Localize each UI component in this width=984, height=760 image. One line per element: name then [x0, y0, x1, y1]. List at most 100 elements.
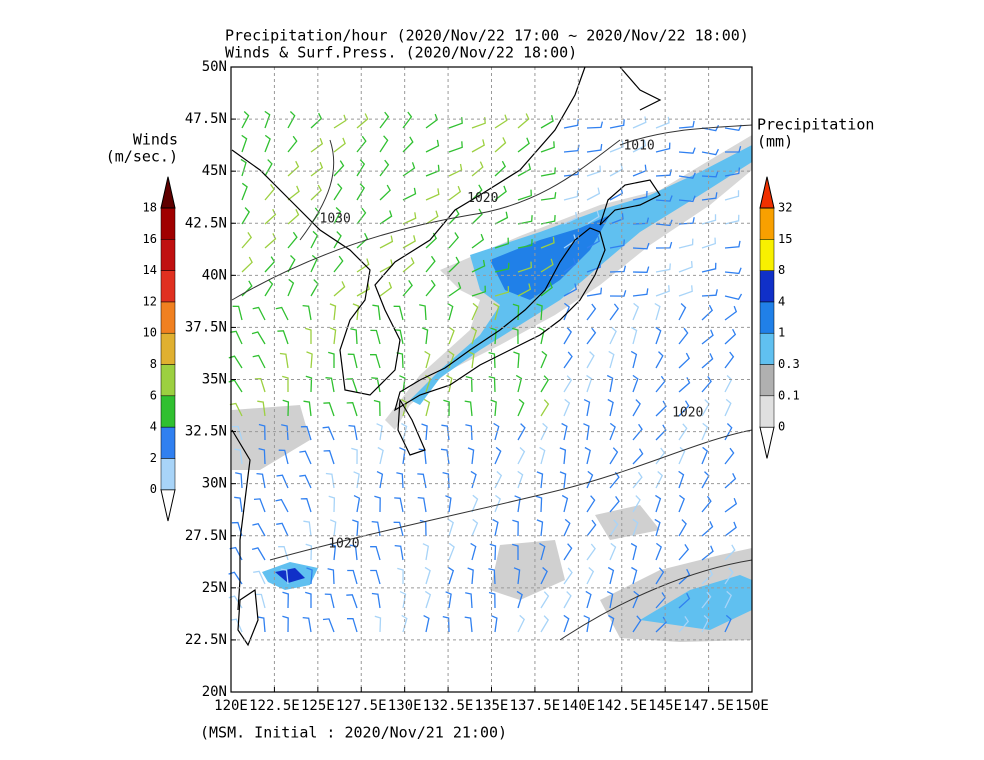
colorbar-tick-label: 0.1 [778, 388, 800, 402]
wind-barb [419, 304, 427, 321]
wind-barb [447, 518, 454, 537]
wind-barb [471, 233, 485, 249]
wind-barb [494, 262, 510, 273]
wind-barb [447, 302, 454, 321]
wind-barb [402, 136, 414, 153]
wind-barb [632, 302, 640, 321]
colorbar-tick-label: 0.3 [778, 357, 800, 371]
wind-barb [300, 498, 312, 513]
wind-barb [563, 327, 573, 345]
y-tick-label: 47.5N [185, 111, 227, 127]
wind-barb [356, 113, 369, 129]
wind-barb [287, 209, 300, 225]
wind-barb [517, 113, 530, 129]
wind-barb [494, 114, 508, 129]
wind-barb [655, 285, 670, 297]
colorbar-segment [160, 332, 176, 365]
colorbar-tick-label: 16 [143, 232, 157, 246]
wind-barb [536, 519, 544, 537]
wind-barb [655, 494, 662, 513]
wind-barb [352, 519, 359, 537]
wind-barb [607, 398, 614, 417]
wind-barb [609, 140, 624, 153]
wind-barb [724, 190, 740, 201]
colorbar-segment [160, 426, 176, 459]
wind-barb [563, 351, 573, 369]
wind-barb [701, 304, 714, 321]
wind-barb [264, 208, 277, 225]
wind-barb [282, 615, 289, 633]
wind-barb [489, 543, 497, 561]
isobar-label: 1020 [467, 191, 498, 206]
wind-barb [609, 422, 616, 441]
wind-barb [302, 304, 312, 321]
wind-barb [606, 374, 614, 393]
wind-barb [424, 590, 432, 609]
wind-barb [275, 306, 289, 321]
wind-barb [563, 591, 572, 609]
coastline-taiwan [237, 588, 259, 647]
wind-barb [724, 497, 738, 513]
wind-barb [445, 591, 452, 609]
wind-barb [632, 518, 639, 537]
wind-barb [632, 266, 650, 273]
wind-barb [379, 135, 389, 153]
colorbar-segment [160, 301, 176, 334]
wind-barb [586, 165, 601, 177]
wind-barb [724, 590, 733, 609]
wind-barb [631, 566, 638, 585]
wind-barb [279, 352, 289, 369]
wind-barb [493, 422, 500, 441]
wind-barb [282, 375, 289, 392]
wind-barb [724, 521, 737, 537]
legend-unit: (mm) [757, 133, 793, 151]
precip-moderate [640, 575, 752, 630]
wind-barb [402, 111, 413, 129]
wind-barb [540, 422, 548, 441]
wind-barb [425, 210, 439, 225]
wind-barb [494, 237, 509, 249]
wind-barb [310, 137, 324, 153]
wind-barb [323, 402, 335, 417]
y-tick-label: 50N [202, 59, 227, 75]
wind-barb [632, 495, 641, 513]
wind-barb [494, 185, 507, 201]
wind-barb [678, 147, 696, 154]
wind-barb [559, 447, 567, 465]
wind-barb [535, 495, 543, 513]
colorbar-end [160, 176, 176, 209]
isobar [269, 429, 753, 561]
wind-barb [724, 351, 735, 369]
wind-barb [379, 184, 391, 201]
wind-barb [654, 518, 661, 537]
colorbar-tick-label: 15 [778, 232, 792, 246]
wind-barb [424, 566, 431, 585]
wind-barb [422, 543, 430, 561]
wind-barb [488, 375, 496, 393]
wind-barb [540, 615, 550, 633]
y-tick-label: 37.5N [185, 319, 227, 335]
wind-barb [372, 304, 381, 321]
wind-barb [701, 192, 718, 201]
wind-barb [402, 280, 413, 297]
legend-title: Precipitation [757, 116, 874, 134]
wind-barb [356, 283, 370, 297]
wind-barb [539, 542, 546, 561]
isobars [231, 124, 753, 641]
wind-barb [303, 520, 312, 537]
wind-barb [724, 473, 737, 489]
wind-barb [374, 495, 381, 513]
wind-barb [305, 327, 312, 344]
footer: (MSM. Initial : 2020/Nov/21 21:00) [200, 724, 507, 742]
isobar-label: 1030 [320, 212, 351, 227]
wind-barb [563, 518, 571, 537]
colorbar-end [759, 176, 775, 209]
wind-barb [399, 375, 406, 393]
wind-barb [306, 351, 313, 369]
wind-barb [678, 592, 691, 609]
wind-barb [586, 303, 597, 321]
wind-barb [725, 146, 742, 153]
wind-barb [654, 302, 661, 321]
wind-barb [724, 267, 742, 275]
wind-barb [448, 256, 460, 273]
